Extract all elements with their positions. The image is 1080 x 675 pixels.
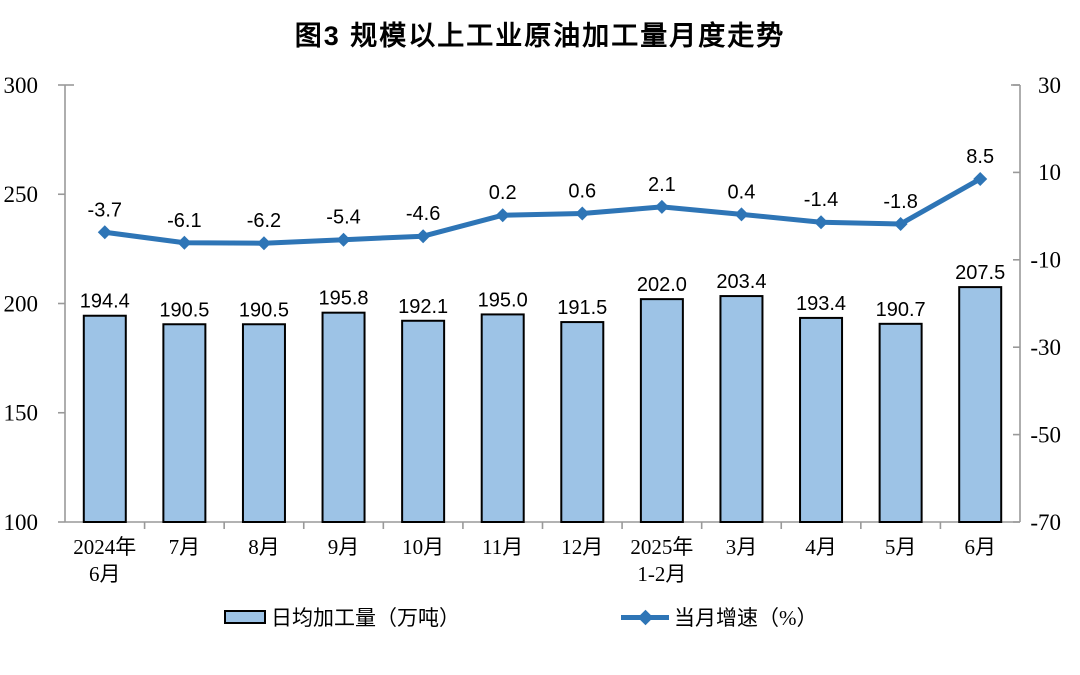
bar-value-label: 195.8 [319,288,369,310]
bar-value-label: 191.5 [557,297,607,319]
y-axis-right-tick-label: 30 [1038,73,1061,98]
diamond-marker-icon [734,207,749,222]
line-series-swatch [621,609,669,626]
diamond-marker-icon [893,216,908,231]
bar [878,322,923,523]
bar [719,295,764,524]
line-value-label: -6.1 [167,210,201,232]
x-axis-tick-label: 2024年 [73,535,136,559]
bar-value-label: 192.1 [398,296,448,318]
y-axis-right-tick-label: -30 [1030,335,1061,360]
x-axis-tick-label: 3月 [726,535,758,559]
diamond-marker-icon [336,232,351,247]
bar [401,319,446,523]
bar [480,313,525,523]
chart-title: 图3 规模以上工业原油加工量月度走势 [294,21,786,51]
diamond-marker-icon [416,229,431,244]
bar-value-label: 207.5 [955,262,1005,284]
line-value-label: 0.6 [568,180,596,202]
line-value-label: 8.5 [966,146,994,168]
bar-series-swatch [224,610,266,624]
legend-item-line-series: 当月增速（%） [621,600,818,634]
x-axis-tick-label: 7月 [169,535,201,559]
x-axis-tick-label: 1-2月 [637,562,686,586]
diamond-marker-icon [256,236,271,251]
line-value-label: -5.4 [326,207,360,229]
x-axis-tick-label: 12月 [561,535,603,559]
diamond-marker-icon [177,235,192,250]
diamond-marker-icon [495,208,510,223]
y-axis-right-tick-label: 10 [1038,160,1061,185]
y-axis-left-tick-label: 150 [4,401,39,426]
y-axis-right-tick-label: -10 [1030,248,1061,273]
y-axis-left-tick-label: 250 [4,182,39,207]
x-axis-tick-label: 4月 [805,535,837,559]
bar-value-label: 202.0 [637,274,687,296]
line-value-label: 0.2 [489,182,517,204]
x-axis-tick-label: 6月 [89,562,121,586]
bar-value-label: 190.5 [239,299,289,321]
x-axis-tick-label: 2025年 [630,535,693,559]
bar [958,286,1003,523]
diamond-marker-icon [97,225,112,240]
bar-value-label: 194.4 [80,291,130,313]
line-value-label: -1.4 [804,189,838,211]
bar-series-legend-label: 日均加工量（万吨） [271,606,460,630]
bar-value-label: 195.0 [478,289,528,311]
line-series-legend-label: 当月增速（%） [674,606,818,630]
bar [799,316,844,523]
x-axis-tick-label: 9月 [328,535,360,559]
x-axis-tick-label: 5月 [885,535,917,559]
x-axis-tick-label: 10月 [402,535,444,559]
y-axis-left-tick-label: 300 [4,73,39,98]
y-axis-right-tick-label: -70 [1030,510,1061,535]
bar [321,311,366,523]
y-axis-left-tick-label: 100 [4,510,39,535]
diamond-marker-icon [814,215,829,230]
x-axis-tick-label: 6月 [964,535,996,559]
diamond-marker-icon [654,199,669,214]
bar [82,314,127,523]
bar [241,323,286,523]
bar-value-label: 190.7 [876,299,926,321]
line-value-label: 2.1 [648,174,676,196]
growth-line [102,176,983,246]
legend: 日均加工量（万吨） 当月增速（%） [0,600,1080,634]
bar-value-label: 190.5 [159,299,209,321]
diamond-marker-icon [973,171,988,186]
y-axis-left-tick-label: 200 [4,291,39,316]
line-value-label: -6.2 [247,210,281,232]
bar-value-label: 203.4 [716,271,766,293]
x-axis-tick-label: 8月 [248,535,280,559]
bar [639,298,684,523]
line-value-label: -3.7 [88,199,122,221]
x-axis-tick-label: 11月 [482,535,523,559]
diamond-marker-icon [637,609,654,625]
diamond-marker-icon [575,206,590,221]
line-value-label: -1.8 [883,191,917,213]
y-axis-right-tick-label: -50 [1030,422,1061,447]
bar-value-label: 193.4 [796,293,846,315]
bar [162,323,207,523]
line-value-label: -4.6 [406,203,440,225]
bar [560,321,605,524]
line-value-label: 0.4 [728,181,756,203]
legend-item-bar-series: 日均加工量（万吨） [224,600,460,634]
